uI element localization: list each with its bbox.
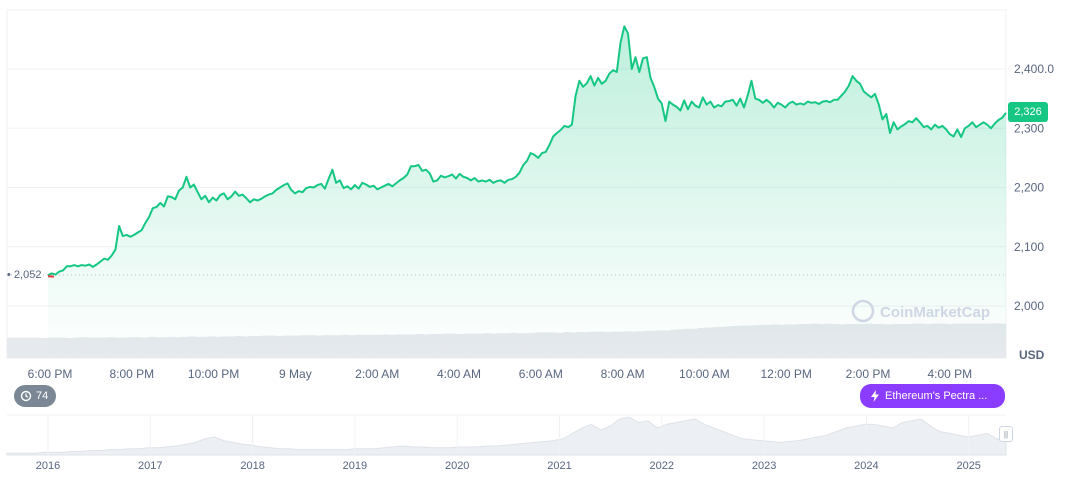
- y-axis: 2,000 2,100 2,200 2,300 2,400.0: [1014, 62, 1054, 313]
- history-year-label: 2017: [138, 460, 162, 472]
- x-tick-label: 10:00 PM: [188, 367, 239, 381]
- x-tick-label: 12:00 PM: [761, 367, 812, 381]
- x-tick-label: 6:00 AM: [519, 367, 563, 381]
- y-tick-label: 2,000: [1014, 299, 1044, 313]
- y-tick-label: 2,200: [1014, 181, 1044, 195]
- events-count-badge[interactable]: 74: [14, 385, 57, 407]
- x-axis: 6:00 PM 8:00 PM 10:00 PM 9 May 2:00 AM 4:00 A…: [28, 367, 973, 381]
- coinmarketcap-logo-icon: [851, 299, 875, 323]
- x-tick-label: 4:00 PM: [927, 367, 972, 381]
- volume-bar: [27, 337, 35, 358]
- history-year-label: 2020: [445, 460, 469, 472]
- y-tick-label: 2,400.0: [1014, 62, 1054, 76]
- price-line: [47, 25, 1007, 277]
- history-year-label: 2022: [650, 460, 674, 472]
- event-label: Ethereum's Pectra ...: [885, 390, 988, 402]
- watermark-text: CoinMarketCap: [880, 304, 990, 321]
- history-year-label: 2025: [956, 460, 980, 472]
- lightning-icon: [871, 390, 879, 402]
- x-tick-label: 2:00 PM: [846, 367, 891, 381]
- y-axis-unit: USD: [1019, 348, 1045, 362]
- volume-bar: [13, 337, 21, 358]
- history-year-label: 2019: [343, 460, 367, 472]
- y-tick-label: 2,300: [1014, 121, 1044, 135]
- x-tick-label: 2:00 AM: [355, 367, 399, 381]
- history-x-axis: 2016 2017 2018 2019 2020 2021 2022 2023 2024 2025: [36, 460, 981, 472]
- navigator-handle[interactable]: ||: [999, 426, 1013, 442]
- price-area: [48, 26, 1006, 359]
- y-tick-label: 2,100: [1014, 240, 1044, 254]
- history-area: [6, 416, 1007, 456]
- history-year-label: 2023: [752, 460, 776, 472]
- volume-bar: [40, 338, 48, 358]
- history-year-label: 2024: [854, 460, 878, 472]
- events-count: 74: [36, 390, 49, 402]
- volume-bar: [33, 337, 41, 358]
- event-badge-pectra[interactable]: Ethereum's Pectra ...: [860, 384, 1005, 408]
- history-grid: [47, 415, 970, 455]
- current-price-flag: 2,326: [1008, 102, 1048, 122]
- x-tick-label: 4:00 AM: [437, 367, 481, 381]
- x-tick-label: 6:00 PM: [28, 367, 73, 381]
- x-tick-label: 8:00 PM: [109, 367, 154, 381]
- open-price-label: • 2,052: [7, 269, 42, 281]
- volume-bar: [20, 337, 28, 358]
- history-year-label: 2018: [240, 460, 264, 472]
- open-price-value: 2,052: [13, 269, 42, 281]
- history-year-label: 2016: [36, 460, 60, 472]
- x-tick-label: 9 May: [279, 367, 312, 381]
- history-navigator[interactable]: 2016 2017 2018 2019 2020 2021 2022 2023 2024 2025: [6, 414, 1007, 472]
- coinmarketcap-watermark: CoinMarketCap: [851, 299, 990, 323]
- x-tick-label: 10:00 AM: [679, 367, 730, 381]
- history-clock-icon: [20, 390, 32, 402]
- volume-bar: [7, 337, 15, 358]
- x-tick-label: 8:00 AM: [601, 367, 645, 381]
- history-year-label: 2021: [547, 460, 571, 472]
